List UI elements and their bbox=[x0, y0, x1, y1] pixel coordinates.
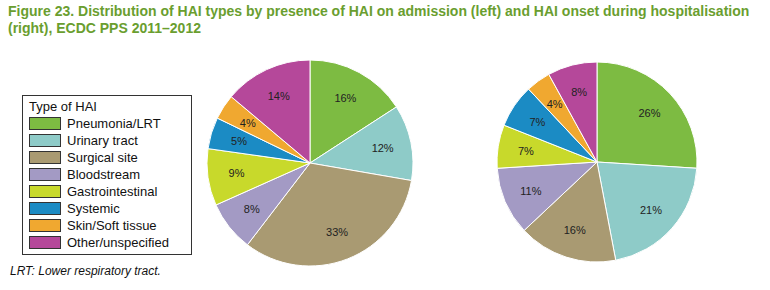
svg-text:8%: 8% bbox=[244, 203, 260, 215]
html-text:Urinary tract: Urinary tract bbox=[67, 133, 138, 148]
svg-text:7%: 7% bbox=[529, 116, 545, 128]
html-text:Figure 23. Distribution of HAI: Figure 23. Distribution of HAI types by … bbox=[8, 3, 750, 36]
html-text:Systemic: Systemic bbox=[67, 201, 120, 216]
svg-text:16%: 16% bbox=[564, 224, 586, 236]
svg-text:9%: 9% bbox=[229, 167, 245, 179]
svg-text:12%: 12% bbox=[372, 142, 394, 154]
svg-text:7%: 7% bbox=[518, 145, 534, 157]
svg-text:33%: 33% bbox=[326, 226, 348, 238]
svg-text:4%: 4% bbox=[240, 117, 256, 129]
html-text:Skin/Soft tissue: Skin/Soft tissue bbox=[67, 218, 157, 233]
html-text:Surgical site: Surgical site bbox=[67, 150, 138, 165]
svg-text:21%: 21% bbox=[640, 204, 662, 216]
svg-text:4%: 4% bbox=[547, 98, 563, 110]
svg-text:5%: 5% bbox=[231, 135, 247, 147]
html-text:LRT: Lower respiratory tract.: LRT: Lower respiratory tract. bbox=[10, 264, 161, 278]
svg-text:14%: 14% bbox=[268, 90, 290, 102]
html-text:Bloodstream: Bloodstream bbox=[67, 167, 140, 182]
svg-text:8%: 8% bbox=[571, 86, 587, 98]
html-text:Pneumonia/LRT: Pneumonia/LRT bbox=[67, 116, 161, 131]
html-text:Type of HAI: Type of HAI bbox=[29, 99, 97, 114]
svg-text:16%: 16% bbox=[334, 92, 356, 104]
svg-text:26%: 26% bbox=[638, 107, 660, 119]
svg-text:11%: 11% bbox=[520, 185, 541, 197]
html-text:Other/unspecified: Other/unspecified bbox=[67, 235, 169, 250]
html-text:Gastrointestinal: Gastrointestinal bbox=[67, 184, 158, 199]
